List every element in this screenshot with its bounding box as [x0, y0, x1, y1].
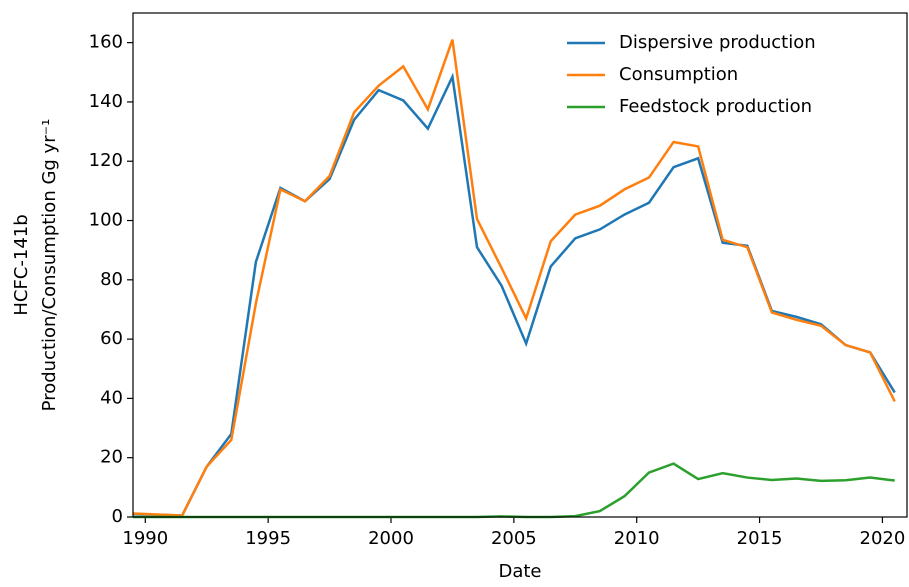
y-tick-label: 0 — [112, 506, 123, 527]
x-tick-label: 2005 — [491, 528, 537, 549]
legend-label: Feedstock production — [619, 96, 812, 117]
y-tick-label: 80 — [100, 269, 123, 290]
y-tick-label: 100 — [89, 210, 123, 231]
x-axis-label: Date — [498, 561, 541, 582]
x-tick-label: 2015 — [737, 528, 783, 549]
x-tick-label: 2000 — [368, 528, 414, 549]
x-tick-label: 2010 — [614, 528, 660, 549]
y-tick-label: 40 — [100, 387, 123, 408]
y-axis-label: HCFC-141b — [11, 214, 32, 315]
y-axis-label: Production/Consumption Gg yr⁻¹ — [39, 119, 60, 412]
x-tick-label: 1990 — [122, 528, 168, 549]
y-tick-label: 120 — [89, 150, 123, 171]
y-tick-label: 60 — [100, 328, 123, 349]
x-tick-label: 2020 — [860, 528, 906, 549]
legend-label: Dispersive production — [619, 32, 816, 53]
y-tick-label: 140 — [89, 91, 123, 112]
data-line — [132, 72, 896, 517]
y-tick-label: 20 — [100, 447, 123, 468]
data-line — [132, 39, 896, 517]
data-line — [133, 462, 895, 519]
legend-label: Consumption — [619, 64, 738, 85]
y-tick-label: 160 — [89, 32, 123, 53]
x-tick-label: 1995 — [245, 528, 291, 549]
plot-frame — [132, 12, 908, 518]
